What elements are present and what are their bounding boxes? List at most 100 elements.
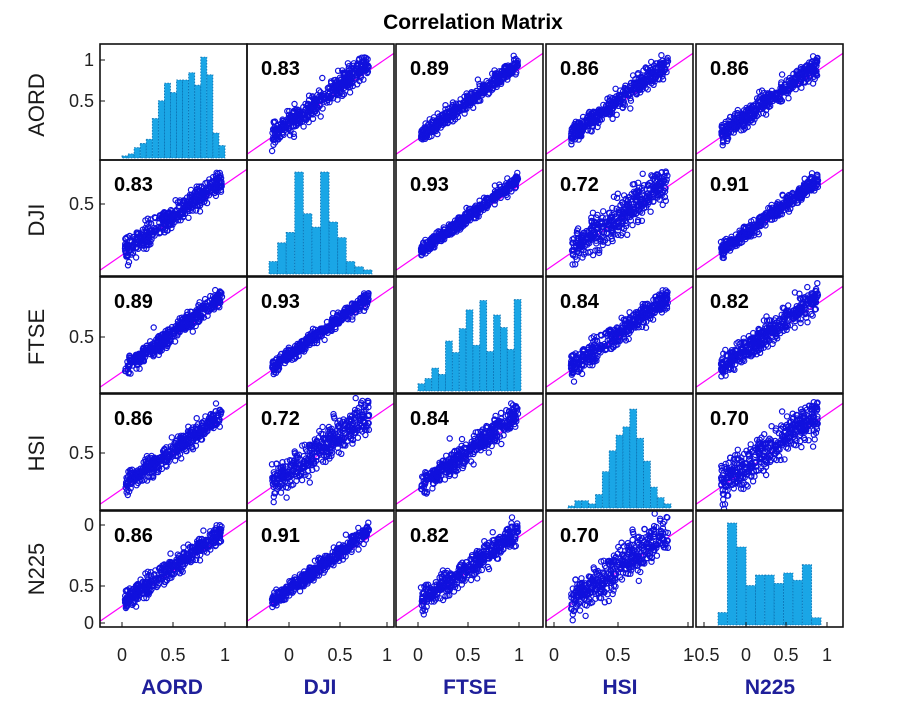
scatter-point	[470, 104, 477, 112]
scatter-point	[168, 210, 176, 217]
scatter-point	[631, 180, 638, 188]
scatter-point	[638, 77, 646, 84]
scatter-point	[422, 120, 429, 127]
scatter-point	[768, 96, 776, 103]
scatter-point	[420, 132, 428, 139]
scatter-point	[427, 244, 435, 252]
scatter-point	[159, 213, 166, 220]
scatter-point	[733, 124, 741, 131]
scatter-point	[428, 132, 435, 140]
scatter-point	[145, 230, 152, 237]
scatter-point	[271, 366, 278, 374]
scatter-point	[647, 208, 654, 215]
corr-label: 0.91	[710, 174, 749, 196]
scatter-point	[156, 212, 164, 220]
scatter-point	[140, 245, 147, 252]
scatter-point	[596, 247, 603, 254]
scatter-point	[657, 292, 664, 299]
hist-bar	[465, 309, 474, 392]
scatter-point	[619, 104, 627, 112]
corr-label: 0.83	[114, 174, 153, 196]
hist-bar	[182, 79, 190, 159]
scatter-point	[433, 117, 440, 124]
scatter-point	[433, 124, 441, 132]
scatter-point	[287, 352, 294, 359]
scatter-point	[653, 171, 661, 178]
scatter-point	[193, 307, 200, 314]
scatter-point	[344, 60, 352, 67]
scatter-point	[212, 293, 219, 301]
scatter-point	[420, 128, 428, 136]
corr-label: 0.89	[114, 291, 153, 313]
scatter-point	[632, 189, 639, 196]
scatter-point	[659, 201, 666, 209]
scatter-point	[626, 82, 634, 90]
scatter-point	[656, 196, 663, 203]
scatter-point	[344, 309, 351, 317]
scatter-point	[313, 104, 320, 112]
hist-bar	[320, 171, 330, 275]
scatter-point	[614, 190, 622, 197]
scatter-point	[640, 181, 648, 189]
hist-bar	[499, 327, 508, 392]
scatter-point	[354, 81, 361, 88]
scatter-point	[579, 113, 587, 121]
scatter-point	[785, 94, 792, 102]
scatter-point	[664, 288, 671, 296]
scatter-point	[791, 289, 799, 296]
scatter-point	[724, 245, 731, 253]
scatter-point	[610, 193, 618, 200]
hist-bar	[354, 266, 364, 275]
scatter-point	[806, 59, 813, 66]
scatter-point	[762, 216, 770, 224]
scatter-point	[658, 52, 665, 59]
scatter-point	[635, 188, 642, 195]
corr-label: 0.84	[560, 291, 600, 313]
hist-bar	[157, 100, 165, 159]
scatter-point	[803, 310, 810, 317]
scatter-point	[756, 349, 764, 356]
hist-bar	[188, 72, 196, 159]
panel-ftse-dji: 0.93	[246, 276, 395, 394]
scatter-point	[652, 68, 659, 76]
scatter-point	[622, 337, 630, 344]
scatter-point	[287, 127, 294, 135]
scatter-point	[146, 338, 154, 345]
scatter-point	[622, 222, 630, 230]
scatter-point	[619, 322, 626, 329]
scatter-point	[270, 118, 277, 126]
scatter-point	[131, 358, 139, 365]
scatter-point	[587, 224, 595, 232]
scatter-point	[273, 126, 280, 134]
scatter-point	[778, 202, 786, 210]
scatter-point	[777, 81, 785, 88]
scatter-point	[609, 115, 616, 123]
scatter-point	[725, 120, 732, 128]
scatter-point	[631, 322, 638, 329]
scatter-point	[588, 354, 595, 362]
scatter-point	[496, 189, 503, 197]
scatter-point	[619, 199, 626, 206]
hist-bar	[268, 261, 278, 275]
scatter-point	[213, 184, 221, 192]
scatter-point	[350, 305, 357, 312]
scatter-point	[622, 85, 629, 93]
scatter-point	[720, 139, 727, 146]
scatter-point	[340, 309, 347, 316]
scatter-point	[611, 99, 619, 106]
scatter-point	[455, 107, 462, 115]
scatter-point	[360, 54, 368, 62]
scatter-point	[650, 81, 657, 89]
scatter-point	[436, 233, 443, 240]
scatter-point	[167, 332, 174, 339]
scatter-point	[664, 172, 671, 179]
scatter-point	[159, 335, 167, 342]
scatter-point	[718, 128, 725, 136]
panel-dji-hsi: 0.72	[545, 159, 694, 277]
scatter-point	[202, 185, 210, 192]
scatter-point	[135, 230, 142, 237]
scatter-point	[465, 205, 473, 213]
scatter-point	[448, 108, 455, 116]
scatter-point	[736, 115, 744, 123]
hist-bar	[294, 171, 304, 275]
